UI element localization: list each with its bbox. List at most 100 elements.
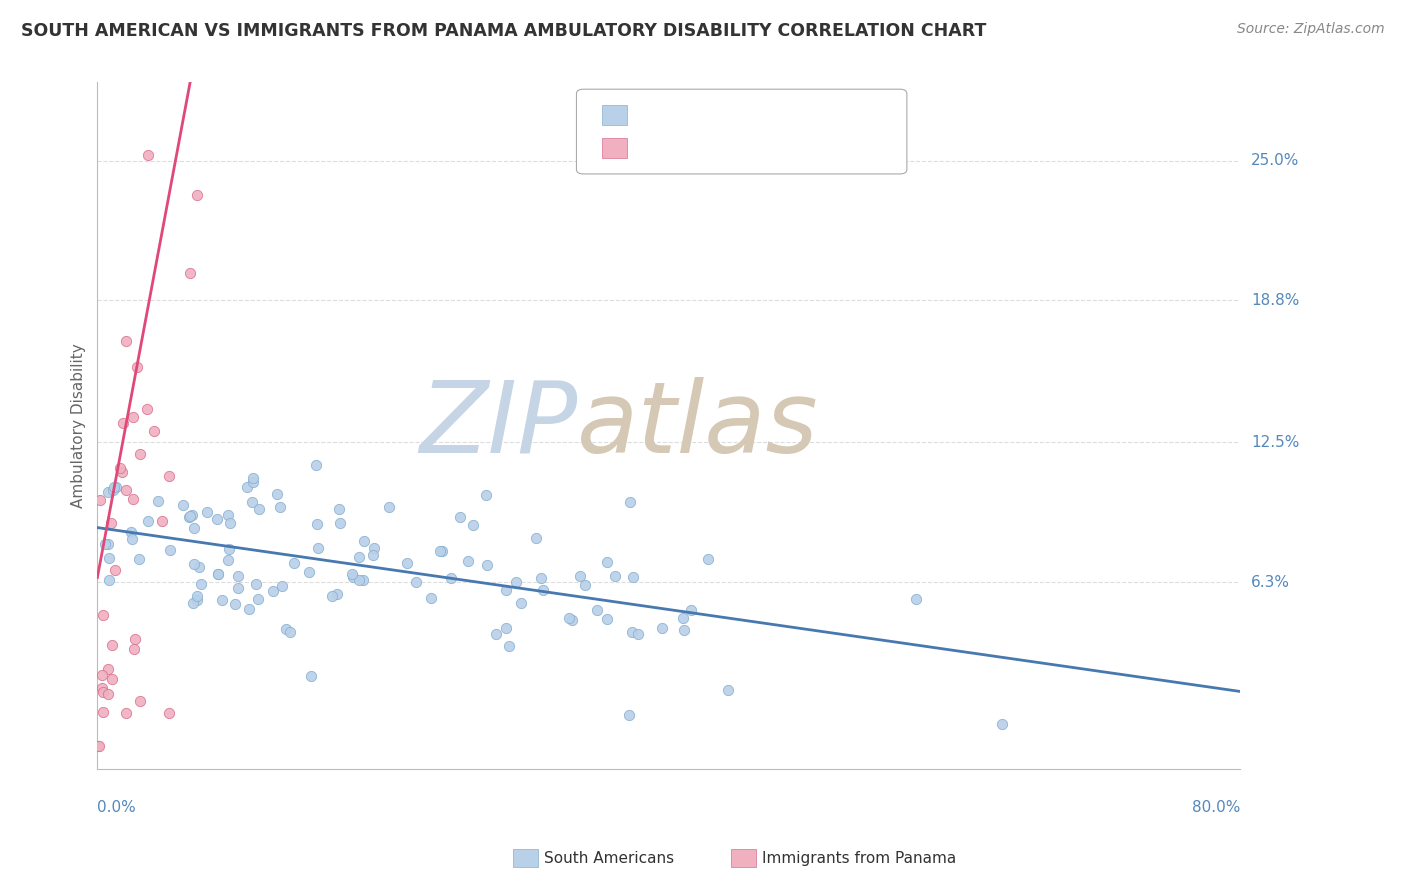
Point bbox=[509, 596, 531, 610]
Point bbox=[673, 623, 696, 637]
Point bbox=[90, 668, 112, 682]
Text: 80.0%: 80.0% bbox=[1192, 799, 1240, 814]
Point bbox=[122, 491, 145, 506]
Point bbox=[97, 537, 120, 551]
Point bbox=[276, 622, 298, 636]
Point bbox=[307, 517, 329, 532]
Point bbox=[125, 359, 148, 374]
Point bbox=[485, 627, 508, 641]
Text: atlas: atlas bbox=[578, 377, 818, 474]
Point bbox=[129, 447, 152, 461]
Point bbox=[619, 494, 641, 508]
Point bbox=[100, 516, 122, 531]
Point bbox=[228, 569, 250, 583]
Point bbox=[159, 543, 181, 558]
Point bbox=[679, 603, 702, 617]
Point bbox=[157, 706, 180, 720]
Point bbox=[531, 583, 554, 598]
Point bbox=[651, 621, 673, 635]
Point bbox=[304, 458, 326, 472]
Point bbox=[217, 508, 239, 522]
Text: 0.0%: 0.0% bbox=[97, 799, 136, 814]
Point bbox=[179, 266, 201, 280]
Point bbox=[457, 554, 479, 568]
Point bbox=[505, 574, 527, 589]
Point bbox=[218, 542, 240, 557]
Point bbox=[122, 641, 145, 656]
Point bbox=[121, 532, 143, 546]
Point bbox=[283, 556, 305, 570]
Point bbox=[991, 717, 1014, 731]
Point bbox=[197, 505, 219, 519]
Text: 12.5%: 12.5% bbox=[1251, 434, 1299, 450]
Point bbox=[297, 565, 319, 579]
Point bbox=[321, 589, 343, 603]
Point bbox=[103, 480, 125, 494]
Point bbox=[717, 682, 740, 697]
Point bbox=[94, 537, 117, 551]
Point bbox=[136, 514, 159, 528]
Point bbox=[603, 568, 626, 582]
Point bbox=[183, 521, 205, 535]
Point bbox=[136, 401, 159, 416]
Point bbox=[97, 662, 120, 676]
Point bbox=[378, 500, 401, 515]
Point bbox=[97, 485, 120, 500]
Point bbox=[245, 576, 267, 591]
Text: N = 111: N = 111 bbox=[744, 106, 821, 121]
Point bbox=[226, 582, 249, 596]
Point bbox=[207, 567, 229, 582]
Point bbox=[157, 469, 180, 483]
Text: SOUTH AMERICAN VS IMMIGRANTS FROM PANAMA AMBULATORY DISABILITY CORRELATION CHART: SOUTH AMERICAN VS IMMIGRANTS FROM PANAMA… bbox=[21, 22, 987, 40]
Point bbox=[430, 543, 453, 558]
Point bbox=[429, 543, 451, 558]
Point bbox=[115, 483, 138, 497]
Point bbox=[128, 552, 150, 566]
Point bbox=[121, 409, 143, 424]
Point bbox=[105, 480, 128, 494]
Point bbox=[186, 589, 208, 603]
Point bbox=[181, 596, 204, 610]
Point bbox=[115, 334, 138, 348]
Point bbox=[247, 502, 270, 516]
Point bbox=[621, 625, 644, 640]
Point bbox=[86, 739, 108, 754]
Point bbox=[307, 541, 329, 555]
Point bbox=[146, 494, 169, 508]
Point bbox=[124, 632, 146, 646]
Text: N = 35: N = 35 bbox=[744, 140, 811, 155]
Point bbox=[101, 638, 124, 652]
Point bbox=[353, 534, 375, 549]
Point bbox=[266, 487, 288, 501]
Point bbox=[236, 480, 259, 494]
Point bbox=[558, 610, 581, 624]
Point bbox=[97, 687, 120, 701]
Point bbox=[172, 499, 194, 513]
Point bbox=[420, 591, 443, 606]
Point bbox=[110, 461, 132, 475]
Text: R =: R = bbox=[638, 140, 672, 155]
Text: ZIP: ZIP bbox=[419, 377, 578, 474]
Point bbox=[697, 552, 720, 566]
Point bbox=[177, 509, 200, 524]
Point bbox=[340, 566, 363, 581]
Point bbox=[621, 570, 644, 584]
Point bbox=[242, 475, 264, 489]
Point bbox=[530, 571, 553, 585]
Point bbox=[349, 573, 371, 587]
Point bbox=[569, 569, 592, 583]
Point bbox=[352, 573, 374, 587]
Point bbox=[143, 424, 166, 438]
Point bbox=[262, 583, 284, 598]
Point bbox=[395, 556, 418, 570]
Point bbox=[91, 681, 114, 695]
Point bbox=[440, 570, 463, 584]
Point bbox=[596, 555, 619, 569]
Point bbox=[205, 512, 228, 526]
Point bbox=[115, 706, 138, 720]
Point bbox=[596, 612, 619, 626]
Text: -0.489: -0.489 bbox=[681, 106, 735, 121]
Point bbox=[138, 148, 160, 162]
Point bbox=[242, 471, 264, 485]
Point bbox=[561, 613, 583, 627]
